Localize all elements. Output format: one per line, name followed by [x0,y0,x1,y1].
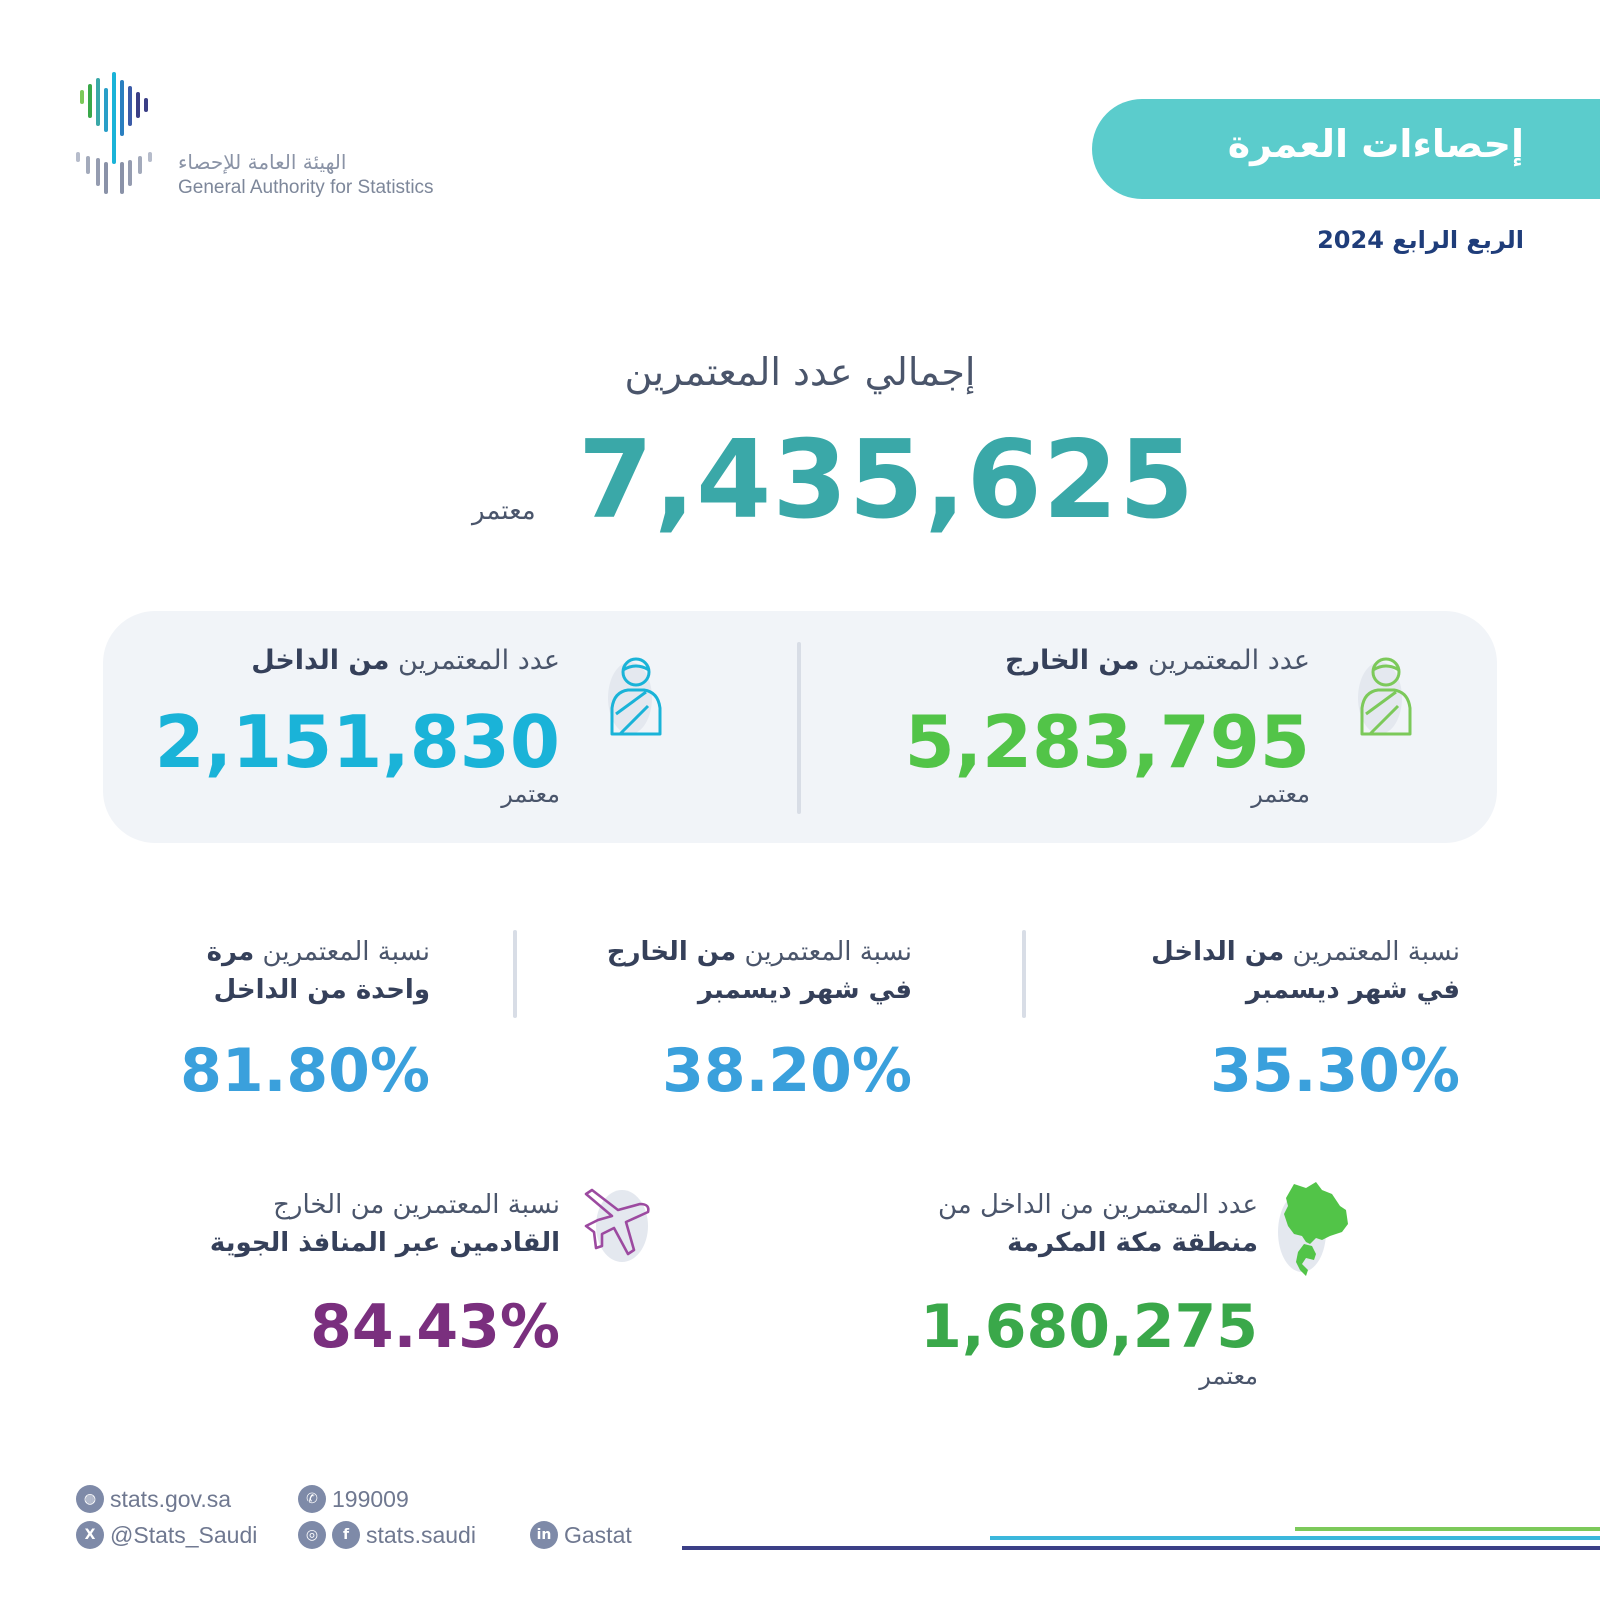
one-time-domestic-share-label: نسبة المعتمرين مرة واحدة من الداخل [70,933,430,1009]
abroad-december-share-label: نسبة المعتمرين من الخارج في شهر ديسمبر [552,933,912,1009]
label-line1: عدد المعتمرين من الداخل من [938,1190,1258,1220]
gastat-logo-icon [76,72,152,194]
abroad-pilgrims-value: 5,283,795 [904,700,1310,784]
label-bold: من الخارج [606,937,737,967]
pilgrim-icon [1358,657,1412,736]
globe-icon: ◍ [76,1485,104,1513]
footer-x-account[interactable]: X @Stats_Saudi [76,1521,257,1549]
period-label: الربع الرابع 2024 [1317,226,1524,254]
total-pilgrims-unit: معتمر [472,496,536,526]
domestic-pilgrims-label: عدد المعتمرين من الداخل [251,645,560,676]
label-line2: في شهر ديسمبر [697,975,912,1005]
phone-text: 199009 [332,1485,409,1512]
mecca-region-label: عدد المعتمرين من الداخل من منطقة مكة الم… [838,1186,1258,1262]
abroad-pilgrims-label: عدد المعتمرين من الخارج [1005,645,1310,676]
social-handle-text: stats.saudi [366,1521,476,1548]
logo-arabic-name: الهيئة العامة للإحصاء [178,150,347,174]
website-text: stats.gov.sa [110,1485,232,1512]
air-arrivals-value: 84.43% [310,1292,560,1362]
domestic-pilgrims-unit: معتمر [501,780,560,808]
mecca-region-unit: معتمر [1199,1362,1258,1390]
mecca-region-value: 1,680,275 [920,1292,1258,1362]
abroad-label-bold: من الخارج [1005,645,1140,676]
footer-social-account[interactable]: ◎ f stats.saudi [298,1521,476,1549]
title-banner [1092,99,1600,199]
label-line2: القادمين عبر المنافذ الجوية [209,1228,560,1258]
footer-phone[interactable]: ✆ 199009 [298,1485,409,1513]
column-divider [1022,930,1026,1018]
domestic-december-share-label: نسبة المعتمرين من الداخل في شهر ديسمبر [1100,933,1460,1009]
linkedin-text: Gastat [564,1521,632,1548]
label-bold: من الداخل [1151,937,1285,967]
decorative-line [990,1536,1600,1540]
total-pilgrims-label: إجمالي عدد المعتمرين [624,350,976,394]
card-divider [797,642,801,814]
domestic-label-bold: من الداخل [251,645,390,676]
label-text: نسبة المعتمرين [1284,937,1460,967]
decorative-line [1295,1527,1600,1531]
map-icon [1278,1182,1348,1276]
domestic-december-share-value: 35.30% [1210,1036,1460,1106]
label-text: نسبة المعتمرين [736,937,912,967]
footer-website[interactable]: ◍ stats.gov.sa [76,1485,231,1513]
label-line1: نسبة المعتمرين من الخارج [273,1190,560,1220]
domestic-label-text: عدد المعتمرين [389,645,560,676]
footer-linkedin[interactable]: in Gastat [530,1521,632,1549]
x-icon: X [76,1521,104,1549]
label-text: نسبة المعتمرين [254,937,430,967]
pilgrim-icon [608,657,662,736]
page-title: إحصاءات العمرة [1227,122,1524,166]
domestic-pilgrims-value: 2,151,830 [154,700,560,784]
label-line2: منطقة مكة المكرمة [1007,1228,1258,1258]
logo-english-name: General Authority for Statistics [178,177,434,198]
phone-icon: ✆ [298,1485,326,1513]
label-line2: في شهر ديسمبر [1245,975,1460,1005]
facebook-icon: f [332,1521,360,1549]
label-line2: واحدة من الداخل [213,975,430,1005]
label-bold: مرة [206,937,255,967]
abroad-december-share-value: 38.20% [662,1036,912,1106]
abroad-label-text: عدد المعتمرين [1139,645,1310,676]
air-arrivals-label: نسبة المعتمرين من الخارج القادمين عبر ال… [140,1186,560,1262]
linkedin-icon: in [530,1521,558,1549]
one-time-domestic-share-value: 81.80% [180,1036,430,1106]
airplane-icon [584,1188,650,1262]
total-pilgrims-value: 7,435,625 [578,418,1196,543]
instagram-icon: ◎ [298,1521,326,1549]
x-handle-text: @Stats_Saudi [110,1521,258,1548]
abroad-pilgrims-unit: معتمر [1251,780,1310,808]
column-divider [513,930,517,1018]
decorative-line [682,1546,1600,1550]
